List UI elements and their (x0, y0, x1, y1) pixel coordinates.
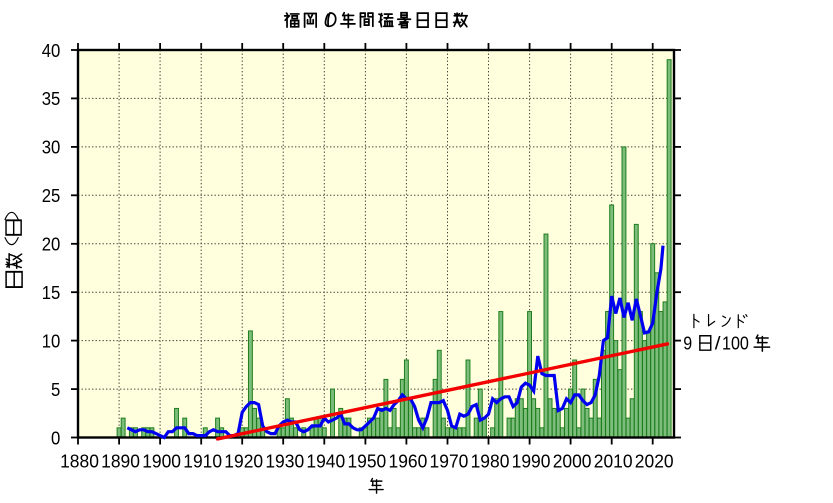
svg-text:35: 35 (42, 89, 61, 109)
svg-text:1890: 1890 (101, 452, 140, 472)
svg-text:1980: 1980 (471, 452, 510, 472)
svg-text:20: 20 (42, 235, 61, 255)
svg-text:1900: 1900 (142, 452, 181, 472)
svg-text:1940: 1940 (306, 452, 345, 472)
svg-text:30: 30 (42, 138, 61, 158)
svg-text:/: / (715, 334, 721, 354)
svg-text:2000: 2000 (553, 452, 592, 472)
svg-text:1960: 1960 (389, 452, 428, 472)
svg-text:15: 15 (42, 283, 61, 303)
svg-text:100: 100 (722, 334, 749, 354)
svg-text:2010: 2010 (594, 452, 633, 472)
svg-text:1950: 1950 (347, 452, 386, 472)
svg-text:1880: 1880 (60, 452, 99, 472)
svg-text:1990: 1990 (512, 452, 551, 472)
svg-text:40: 40 (42, 41, 61, 61)
svg-text:1970: 1970 (430, 452, 469, 472)
svg-text:1930: 1930 (265, 452, 304, 472)
svg-text:1920: 1920 (224, 452, 263, 472)
svg-text:0: 0 (51, 428, 60, 448)
svg-text:2020: 2020 (635, 452, 674, 472)
svg-text:10: 10 (42, 331, 61, 351)
svg-text:5: 5 (51, 380, 60, 400)
svg-text:9: 9 (683, 334, 692, 354)
svg-text:25: 25 (42, 186, 61, 206)
svg-text:1910: 1910 (183, 452, 222, 472)
